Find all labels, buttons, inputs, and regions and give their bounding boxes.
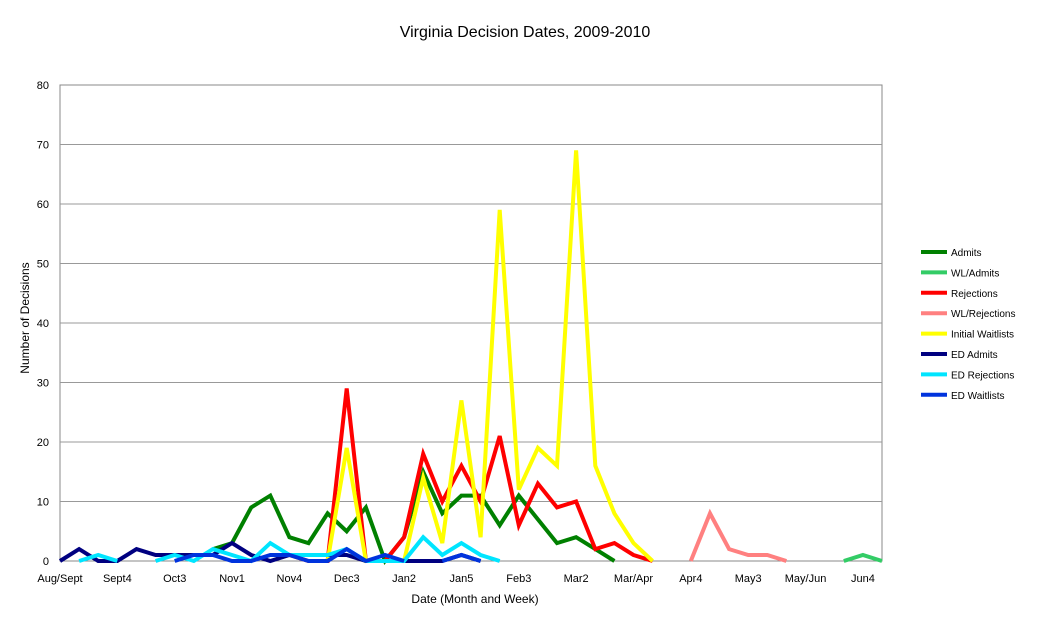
y-axis-label: Number of Decisions — [18, 262, 32, 373]
series-line-7 — [174, 546, 482, 564]
y-tick-label: 0 — [43, 556, 49, 568]
x-tick-label: Jun4 — [851, 573, 875, 585]
x-tick-label: May3 — [735, 573, 762, 585]
y-tick-label: 50 — [37, 259, 49, 271]
x-tick-label: Nov1 — [219, 573, 245, 585]
series-lines — [58, 150, 883, 566]
x-tick-label: Jan5 — [450, 573, 474, 585]
series-line-6 — [78, 534, 501, 564]
series-line-2 — [288, 388, 654, 563]
y-tick-label: 80 — [37, 80, 49, 92]
y-tick-label: 10 — [37, 497, 49, 509]
legend-label: Admits — [951, 248, 982, 259]
legend-label: ED Waitlists — [951, 391, 1005, 402]
y-axis-ticks: 0 10 20 30 40 50 60 70 80 — [37, 80, 49, 568]
legend-label: ED Rejections — [951, 370, 1014, 381]
y-tick-label: 40 — [37, 318, 49, 330]
x-tick-label: Mar2 — [564, 573, 589, 585]
x-axis-label: Date (Month and Week) — [411, 592, 538, 606]
x-tick-label: May/Jun — [785, 573, 827, 585]
x-axis-ticks: Aug/Sept Sept4 Oct3 Nov1 Nov4 Dec3 Jan2 Jan5 Feb… — [37, 573, 874, 585]
y-tick-label: 60 — [37, 199, 49, 211]
x-tick-label: Apr4 — [679, 573, 702, 585]
x-tick-label: Nov4 — [277, 573, 303, 585]
y-tick-label: 30 — [37, 378, 49, 390]
x-tick-label: Dec3 — [334, 573, 360, 585]
x-tick-label: Jan2 — [392, 573, 416, 585]
series-line-5 — [58, 540, 482, 564]
legend-label: ED Admits — [951, 350, 998, 361]
x-tick-label: Mar/Apr — [614, 573, 653, 585]
legend-label: WL/Admits — [951, 268, 999, 279]
chart-title: Virginia Decision Dates, 2009-2010 — [400, 24, 651, 41]
x-tick-label: Aug/Sept — [37, 573, 82, 585]
legend: Admits WL/Admits Rejections WL/Rejections In… — [921, 248, 1015, 402]
legend-label: Initial Waitlists — [951, 330, 1014, 341]
series-line-1 — [843, 552, 883, 563]
gridlines — [60, 144, 882, 502]
x-tick-label: Oct3 — [163, 573, 186, 585]
legend-label: Rejections — [951, 289, 998, 300]
series-line-0 — [212, 466, 616, 566]
series-line-3 — [688, 508, 787, 563]
x-tick-label: Sept4 — [103, 573, 132, 585]
y-tick-label: 70 — [37, 140, 49, 152]
legend-label: WL/Rejections — [951, 309, 1015, 320]
y-tick-label: 20 — [37, 437, 49, 449]
x-tick-label: Feb3 — [506, 573, 531, 585]
